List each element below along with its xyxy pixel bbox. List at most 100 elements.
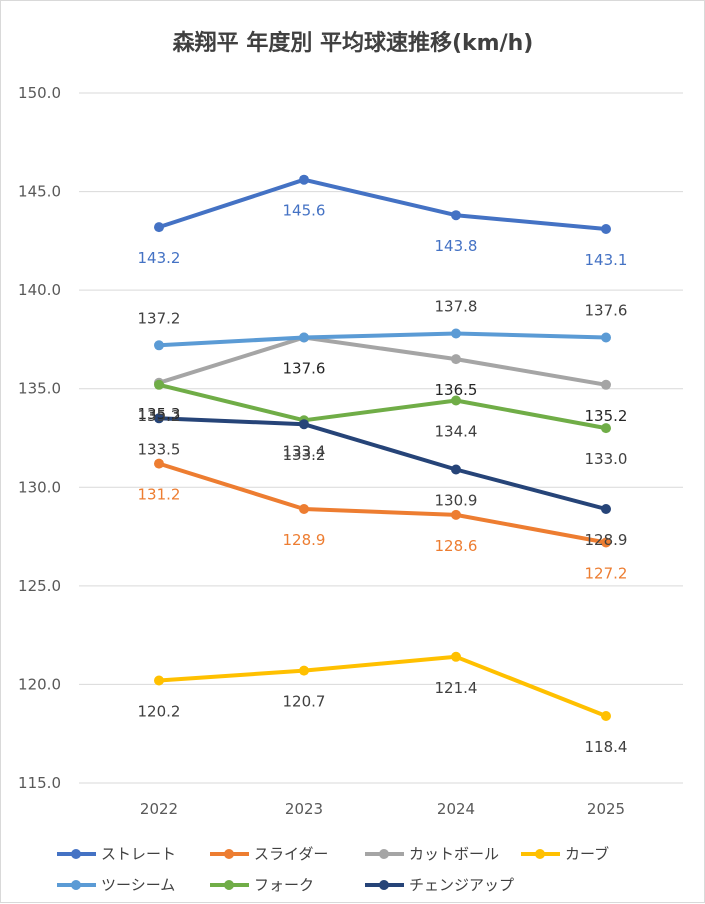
data-point [299,504,309,514]
data-point [601,537,611,548]
data-point [601,504,611,514]
data-label: 135.3 [138,405,181,423]
data-label: 128.9 [283,531,326,549]
data-point [299,665,309,676]
data-point [601,379,611,390]
data-label: 127.2 [585,565,628,583]
data-label: 128.9 [585,531,628,549]
x-axis-ticks: 2022 2023 2024 2025 [140,800,625,818]
legend-item: カーブ [521,845,609,863]
data-point [601,711,611,721]
x-tick-label: 2024 [437,800,475,818]
y-tick-label: 150.0 [18,84,61,102]
data-label: 120.7 [283,693,326,711]
data-label: 128.6 [435,537,478,555]
data-label: 145.6 [283,202,326,220]
series-line [157,382,608,431]
series-line [157,331,608,348]
data-label: 130.9 [435,492,478,510]
data-point [451,354,461,365]
legend-item: ツーシーム [57,876,175,894]
series-6 [154,413,611,514]
x-tick-label: 2022 [140,800,178,818]
data-label: 133.4 [283,442,326,460]
data-label: 137.8 [435,298,478,316]
data-label: 133.2 [283,446,326,464]
data-point [601,332,611,343]
data-labels: 143.2 145.6 143.8 143.1 131.2 128.9 128.6 127.2… [138,202,628,756]
series-5 [154,379,611,434]
data-label: 133.0 [585,450,628,468]
y-tick-label: 125.0 [18,577,61,595]
data-label: 134.4 [435,423,478,441]
series-3 [154,651,611,721]
series-line [157,177,608,231]
y-tick-label: 145.0 [18,183,61,201]
y-tick-label: 135.0 [18,380,61,398]
data-label: 136.5 [435,381,478,399]
data-label: 137.2 [138,309,181,327]
legend-label: ツーシーム [101,876,175,894]
data-point [154,675,164,686]
legend-marker [379,880,389,890]
data-point [451,328,461,339]
series-line [157,335,608,387]
legend-label: フォーク [254,876,314,894]
series-layer [154,174,611,721]
data-label: 135.2 [138,407,181,425]
series-0 [154,174,611,234]
series-line [157,461,608,545]
legend-marker [71,849,81,859]
data-point [154,222,164,233]
data-label: 133.5 [138,440,181,458]
data-point [451,509,461,520]
series-line [157,416,608,511]
legend-item: ストレート [57,845,176,863]
y-tick-label: 130.0 [18,478,61,496]
x-tick-label: 2025 [587,800,625,818]
series-4 [154,328,611,351]
data-point [299,332,309,343]
data-label: 137.6 [585,302,628,320]
data-label: 118.4 [585,738,628,756]
y-tick-label: 140.0 [18,281,61,299]
data-point [154,340,164,351]
x-tick-label: 2023 [285,800,323,818]
chart-title: 森翔平 年度別 平均球速推移(km/h) [173,30,534,56]
data-label: 121.4 [435,679,478,697]
data-label: 137.6 [283,360,326,378]
data-point [451,210,461,221]
legend-item: フォーク [210,876,314,894]
legend-label: スライダー [254,845,328,863]
legend-item: カットボール [365,845,499,863]
data-point [601,224,611,234]
legend-item: チェンジアップ [365,876,514,894]
series-1 [154,458,611,548]
data-point [299,419,309,430]
data-point [154,413,164,424]
data-point [601,423,611,434]
data-label: 143.8 [435,237,478,255]
data-point [451,395,461,406]
legend-label: チェンジアップ [409,876,514,894]
data-label: 143.1 [585,251,628,269]
legend-label: カーブ [565,845,609,863]
legend-marker [71,880,81,890]
legend-marker [379,849,389,859]
legend-item: スライダー [210,845,328,863]
data-point [451,651,461,662]
legend-label: カットボール [409,845,499,863]
legend-label: ストレート [101,845,176,863]
data-point [451,464,461,475]
data-label: 131.2 [138,486,181,504]
legend-marker [224,880,234,890]
legend-marker [224,849,234,859]
data-label: 143.2 [138,249,181,267]
y-tick-label: 115.0 [18,774,61,792]
data-point [299,174,309,185]
y-tick-label: 120.0 [18,675,61,693]
data-point [154,458,164,469]
